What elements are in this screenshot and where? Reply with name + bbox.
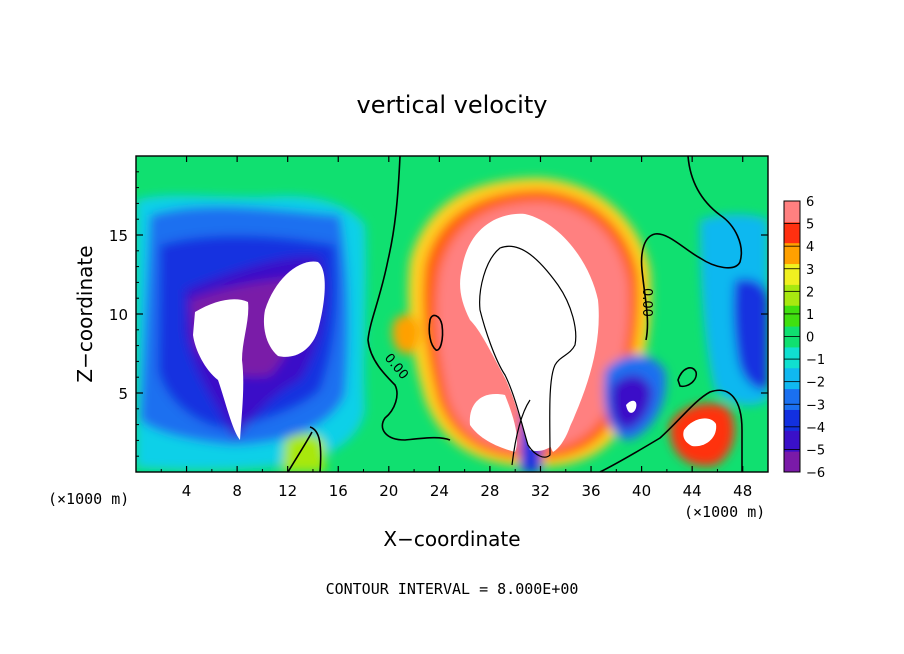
x-tick-label: 4 xyxy=(182,482,192,500)
colorbar-swatch xyxy=(784,263,800,285)
y-tick-label: 10 xyxy=(109,306,128,324)
colorbar-tick-label: 3 xyxy=(806,263,814,278)
colorbar-tick-label: −6 xyxy=(806,466,825,481)
x-tick-label: 16 xyxy=(329,482,348,500)
colorbar-tick-label: −4 xyxy=(806,421,825,436)
chart-title: vertical velocity xyxy=(357,91,548,119)
colorbar-tick-label: 0 xyxy=(806,331,814,346)
colorbar-tick-label: −3 xyxy=(806,398,825,413)
contour-line xyxy=(599,389,743,472)
colorbar-tick-label: 4 xyxy=(806,240,814,255)
colorbar-swatch xyxy=(784,305,800,327)
x-tick-label: 48 xyxy=(733,482,752,500)
x-tick-label: 12 xyxy=(278,482,297,500)
colorbar-swatch xyxy=(784,346,800,369)
x-unit-label: (×1000 m) xyxy=(48,490,129,508)
x-tick-label: 40 xyxy=(632,482,651,500)
plot-field xyxy=(136,156,768,472)
y-tick-label: 5 xyxy=(118,385,128,403)
contour-line xyxy=(640,156,742,341)
colorbar-swatch xyxy=(784,284,800,306)
colorbar-tick-label: 2 xyxy=(806,285,814,300)
colorbar-tick-label: −1 xyxy=(806,353,825,368)
colorbar-tick-label: −2 xyxy=(806,376,825,391)
contour-line xyxy=(677,367,698,388)
white-small-right xyxy=(683,418,717,447)
footer-text: CONTOUR INTERVAL = 8.000E+00 xyxy=(326,580,579,598)
colorbar-swatch xyxy=(784,367,800,390)
downdraft-core-right xyxy=(733,278,768,391)
zero-contours xyxy=(287,156,743,472)
contour-line xyxy=(287,431,313,472)
x-tick-label: 28 xyxy=(480,482,499,500)
colorbar-swatch xyxy=(784,388,800,410)
x-axis-label: X−coordinate xyxy=(383,527,520,551)
y-axis-ticks: 5 10 15 xyxy=(109,171,768,457)
x-tick-label: 20 xyxy=(379,482,398,500)
colorbar-tick-label: 1 xyxy=(806,308,814,323)
updraft-left-bottom xyxy=(282,433,325,472)
colorbar-swatch xyxy=(784,430,800,452)
x-tick-label: 8 xyxy=(232,482,242,500)
colorbar-swatch xyxy=(784,201,800,223)
colorbar: 6 5 4 3 2 1 0 −1 −2 −3 −4 −5 −6 xyxy=(783,195,825,481)
white-left-blob xyxy=(193,299,249,440)
x-axis-ticks: 4 8 12 16 20 24 28 32 36 40 44 48 xyxy=(160,156,752,500)
contour-line xyxy=(511,399,531,466)
colorbar-swatch xyxy=(784,221,800,244)
white-upper-blob xyxy=(263,261,325,357)
y-tick-label: 15 xyxy=(109,227,128,245)
x-tick-label: 44 xyxy=(683,482,702,500)
contour-line xyxy=(479,245,577,458)
colorbar-tick-label: 6 xyxy=(806,195,814,210)
white-speck xyxy=(626,400,637,413)
y-axis-label: Z−coordinate xyxy=(73,245,97,382)
contour-line xyxy=(367,156,451,441)
white-lower-lobe xyxy=(469,394,517,452)
colorbar-swatch xyxy=(784,451,800,473)
x-tick-label: 24 xyxy=(430,482,449,500)
contour-line xyxy=(309,426,322,472)
colorbar-tick-label: 5 xyxy=(806,218,814,233)
contour-line xyxy=(428,314,444,351)
colorbar-swatch xyxy=(784,242,800,265)
updraft-small xyxy=(392,314,420,354)
colorbar-swatch xyxy=(784,409,800,431)
colorbar-tick-label: −5 xyxy=(806,443,825,458)
x-tick-label: 36 xyxy=(581,482,600,500)
contour-label: 0.00 xyxy=(639,288,654,317)
x-unit-label-right: (×1000 m) xyxy=(684,503,765,521)
x-tick-label: 32 xyxy=(531,482,550,500)
white-right-lobe xyxy=(548,357,579,452)
